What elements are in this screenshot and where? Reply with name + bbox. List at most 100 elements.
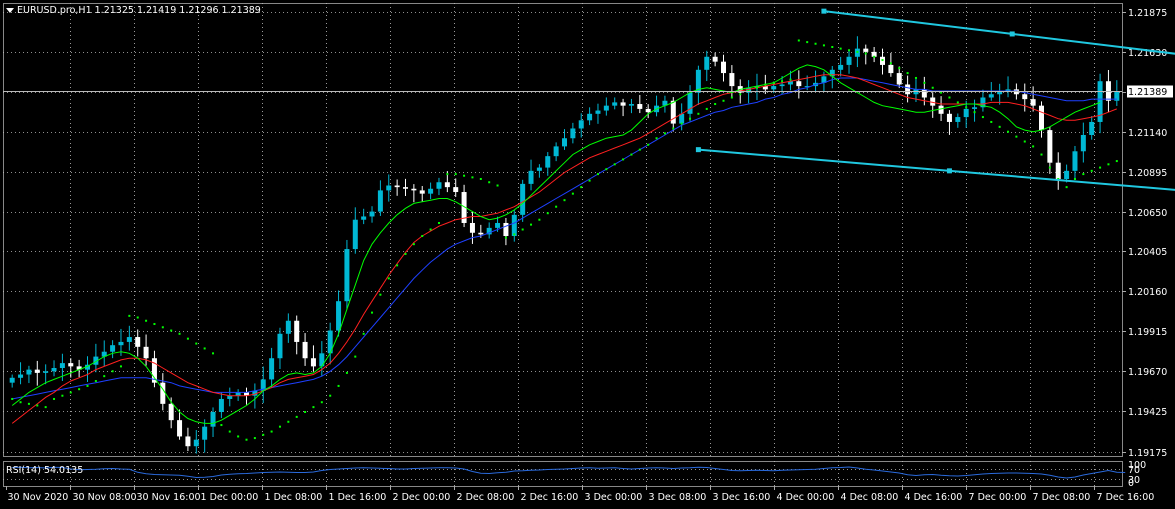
sar-dot (530, 223, 533, 226)
candle-body (896, 73, 902, 85)
candle-body (1030, 99, 1036, 106)
candle-body (43, 371, 49, 373)
sar-dot (396, 264, 399, 267)
sar-dot (622, 158, 625, 161)
candle (562, 129, 567, 150)
x-tick-label: 2 Dec 00:00 (393, 492, 451, 503)
candle (235, 389, 241, 401)
candle-body (327, 330, 333, 354)
candle (846, 50, 852, 74)
current-price-label: 1.21389 (1128, 87, 1167, 98)
sar-dot (412, 243, 415, 246)
candle-body (319, 353, 325, 367)
candle (18, 362, 24, 385)
candle (838, 56, 844, 77)
sar-dot (931, 86, 934, 89)
candle (545, 152, 551, 176)
y-tick-label: 1.20405 (1128, 247, 1167, 258)
candle (536, 164, 542, 178)
rsi-pane-border (3, 461, 1123, 487)
candle (411, 184, 417, 203)
candle (880, 48, 885, 75)
candle-body (444, 182, 450, 188)
candle-body (729, 73, 735, 87)
candle (394, 179, 400, 196)
candle (369, 206, 375, 223)
channel-anchor-point (1009, 31, 1015, 37)
sar-dot (998, 125, 1001, 128)
sar-dot (705, 107, 708, 110)
x-tick-label: 1 Dec 00:00 (201, 492, 259, 503)
channel-anchor-point (821, 8, 827, 14)
sar-dot (362, 332, 365, 335)
rsi-line (12, 466, 1126, 479)
candle (612, 97, 618, 110)
candle-body (587, 113, 593, 121)
rsi-tick-label: 30 (1128, 475, 1140, 486)
sar-dot (111, 370, 114, 373)
candle-body (386, 185, 392, 191)
sar-dot (1115, 160, 1118, 163)
sar-dot (262, 433, 265, 436)
candle (285, 313, 291, 343)
sar-dot (797, 39, 800, 42)
candle-body (310, 358, 316, 367)
candle (997, 83, 1003, 105)
candle-body (369, 211, 375, 217)
sar-dot (387, 277, 390, 280)
candle-body (972, 107, 978, 109)
candle-body (168, 403, 174, 421)
candle (595, 103, 601, 124)
candle (151, 350, 157, 388)
sar-dot (270, 430, 273, 433)
candle-body (126, 337, 132, 342)
candle-body (244, 392, 249, 396)
candle-body (269, 358, 275, 380)
candle (294, 315, 300, 355)
sar-dot (228, 430, 231, 433)
candle (1072, 145, 1078, 180)
candle-body (662, 100, 668, 106)
candle (628, 98, 634, 114)
sar-dot (463, 174, 466, 177)
rsi-header: RSI(14) 54.0135 (6, 465, 83, 476)
sar-dot (781, 80, 784, 83)
candle-body (980, 97, 986, 108)
candle-body (419, 190, 425, 194)
candle (1080, 122, 1086, 163)
candle-body (193, 439, 199, 447)
sar-dot (69, 391, 72, 394)
sar-dot (295, 415, 298, 418)
candle-body (495, 222, 501, 228)
candle-body (59, 363, 65, 369)
sar-dot (873, 55, 876, 58)
sar-dot (170, 329, 173, 332)
candle-body (143, 346, 149, 359)
candle-body (771, 86, 777, 90)
candle (620, 98, 626, 117)
candle (963, 100, 969, 128)
candle (210, 407, 216, 438)
candle (34, 360, 40, 386)
candle (486, 222, 492, 239)
sar-dot (739, 93, 742, 96)
candle-body (804, 86, 810, 88)
candle-body (1072, 151, 1078, 171)
candle (603, 97, 609, 116)
sar-dot (672, 127, 675, 130)
candle-body (938, 105, 944, 114)
sar-dot (1057, 177, 1060, 180)
candle (637, 94, 643, 114)
candle-body (687, 92, 693, 114)
triangle-down-icon[interactable] (6, 8, 14, 13)
candle-body (177, 420, 183, 437)
sar-dot (446, 173, 449, 176)
candle (327, 322, 333, 365)
candle-body (336, 301, 342, 331)
candle (319, 341, 325, 377)
sar-dot (906, 72, 909, 75)
candle (871, 47, 877, 63)
sar-dot (722, 99, 725, 102)
